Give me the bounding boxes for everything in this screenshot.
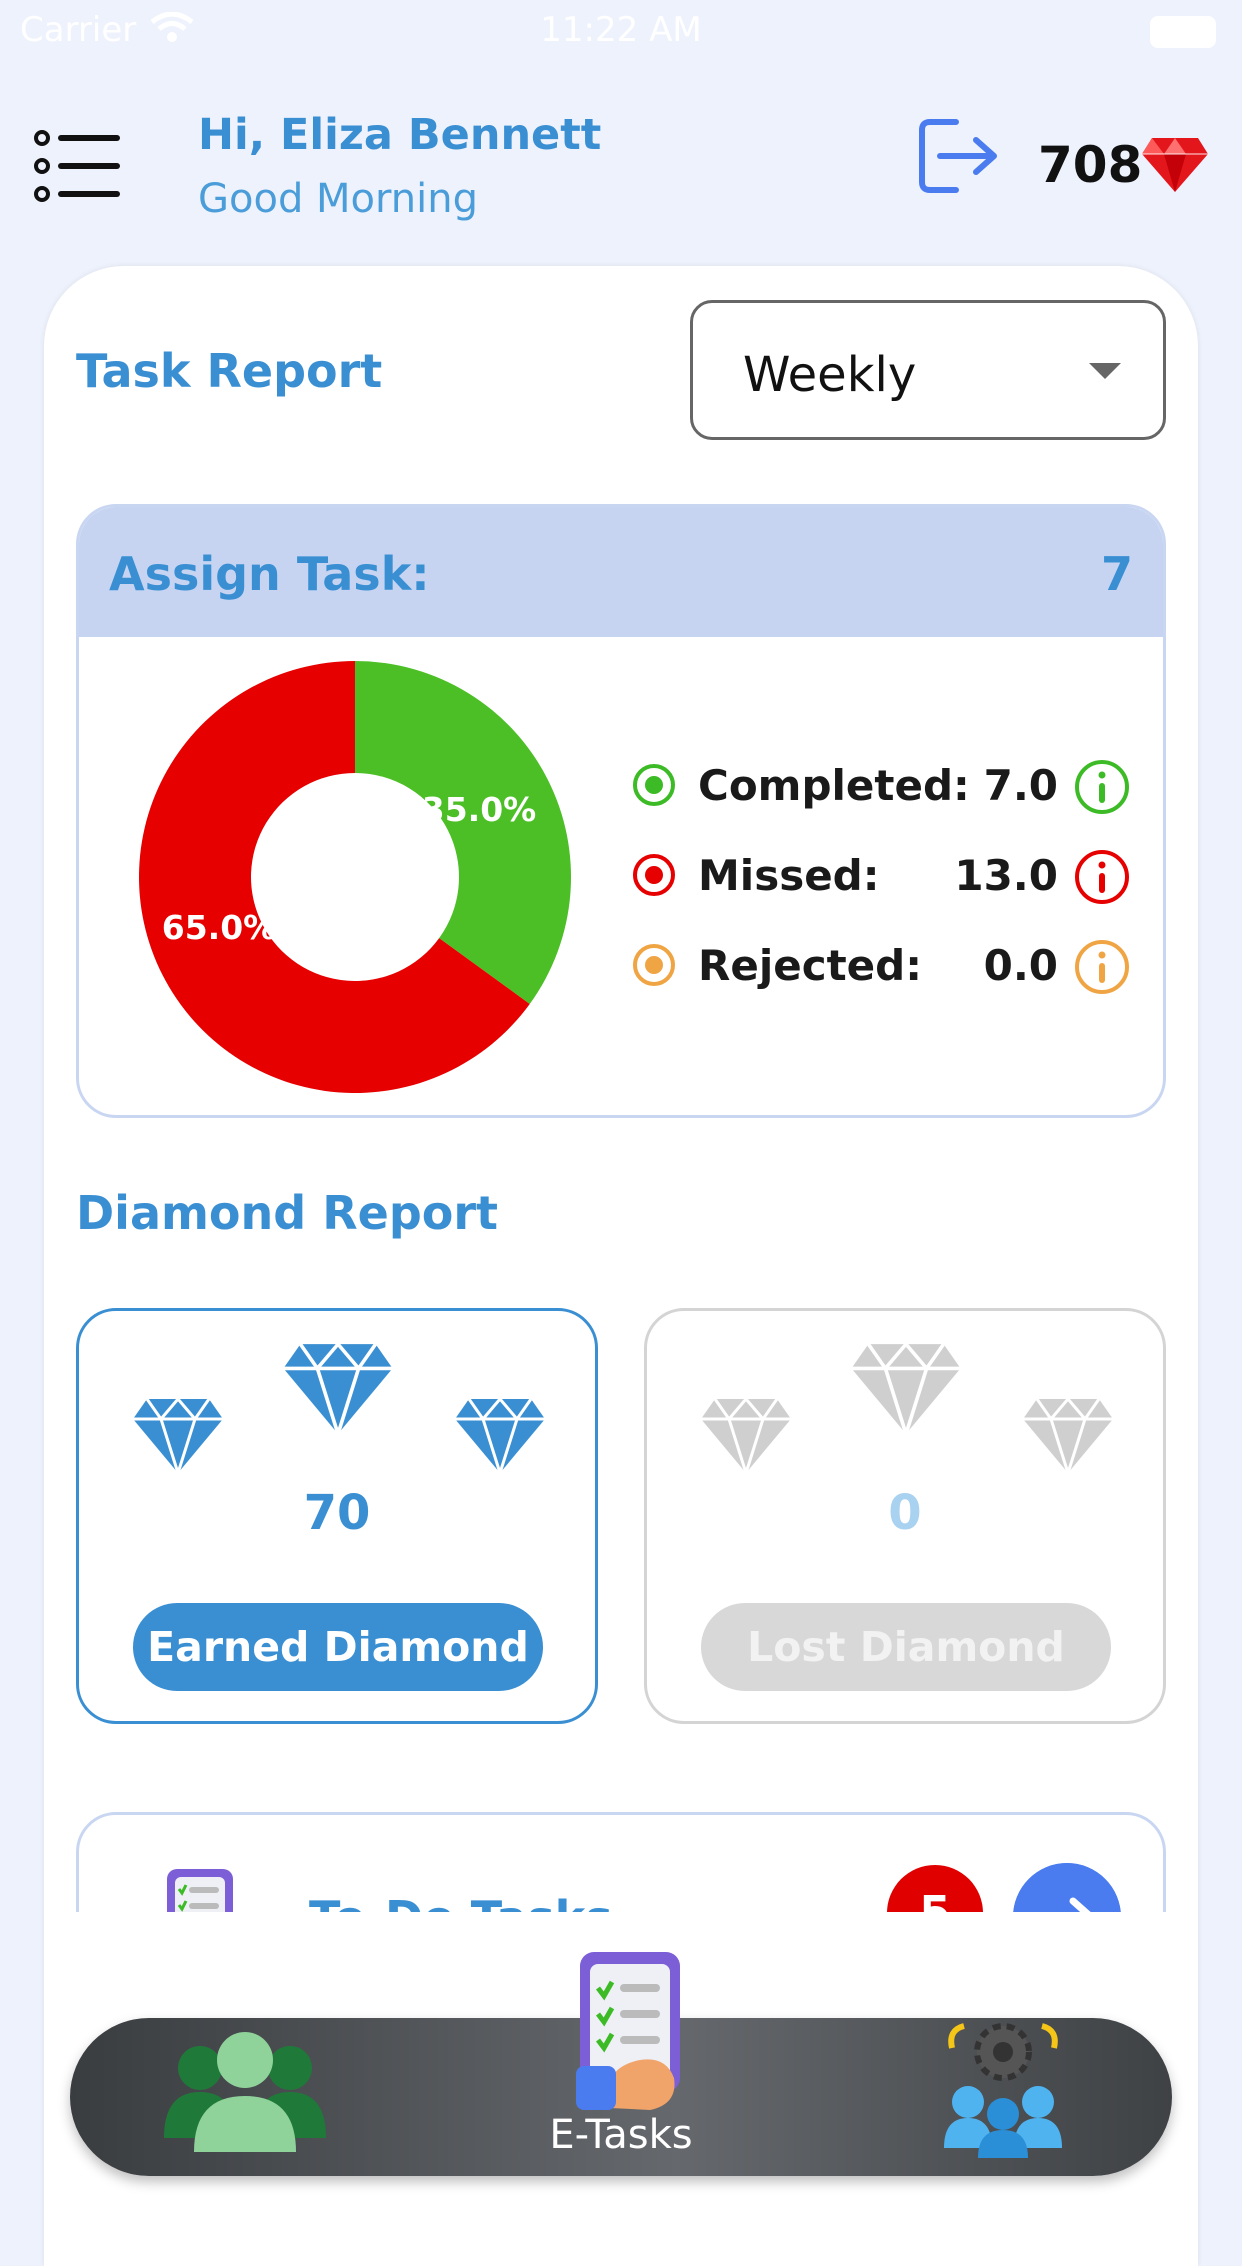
todo-count-badge: 5 bbox=[887, 1865, 983, 1912]
legend-rejected-value: 0.0 bbox=[983, 941, 1058, 990]
diamond-balance: 708 bbox=[1038, 136, 1143, 194]
carrier-label: Carrier bbox=[20, 10, 137, 50]
arrow-right-icon[interactable] bbox=[1013, 1863, 1121, 1912]
radio-missed-icon bbox=[633, 854, 675, 896]
users-group-icon[interactable] bbox=[160, 2028, 330, 2158]
blue-diamond-icon bbox=[455, 1397, 545, 1475]
assign-task-label: Assign Task: bbox=[109, 547, 430, 601]
nav-etasks-label: E-Tasks bbox=[549, 2112, 693, 2158]
legend-completed: Completed: 7.0 bbox=[632, 757, 1152, 817]
lost-diamond-card[interactable]: 0 Lost Diamond bbox=[644, 1308, 1166, 1724]
earned-diamond-card[interactable]: 70 Earned Diamond bbox=[76, 1308, 598, 1724]
legend-completed-value: 7.0 bbox=[983, 761, 1058, 810]
period-dropdown[interactable]: Weekly bbox=[690, 300, 1166, 440]
blue-diamond-icon bbox=[283, 1341, 393, 1437]
gray-diamond-icon bbox=[701, 1397, 791, 1475]
radio-completed-icon bbox=[633, 764, 675, 806]
earned-diamond-count: 70 bbox=[303, 1485, 371, 1541]
greeting-name: Hi, Eliza Bennett bbox=[198, 110, 602, 160]
donut-slice-completed bbox=[355, 661, 571, 1004]
assign-task-card: Assign Task: 7 35.0% 65.0% Completed: 7.0… bbox=[76, 504, 1166, 1118]
e-tasks-icon[interactable] bbox=[570, 1948, 690, 2118]
caret-down-icon bbox=[1089, 363, 1121, 379]
todo-tasks-label: To-Do Tasks bbox=[309, 1891, 613, 1912]
menu-icon[interactable] bbox=[34, 130, 124, 202]
status-bar: Carrier 11:22 AM bbox=[0, 0, 1242, 62]
clock: 11:22 AM bbox=[540, 10, 702, 50]
checklist-icon bbox=[167, 1869, 233, 1912]
todo-tasks-card[interactable]: To-Do Tasks 5 bbox=[76, 1812, 1166, 1912]
legend-missed: Missed: 13.0 bbox=[632, 847, 1152, 907]
radio-rejected-icon bbox=[633, 944, 675, 986]
task-report-title: Task Report bbox=[76, 344, 383, 398]
wifi-icon bbox=[150, 12, 194, 42]
info-completed-icon[interactable] bbox=[1074, 759, 1130, 815]
ruby-diamond-icon bbox=[1142, 138, 1208, 192]
gray-diamond-icon bbox=[851, 1341, 961, 1437]
bottom-nav: E-Tasks bbox=[70, 1952, 1172, 2176]
battery-icon bbox=[1150, 16, 1216, 48]
info-missed-icon[interactable] bbox=[1074, 849, 1130, 905]
team-settings-icon[interactable] bbox=[938, 2018, 1068, 2158]
donut-slice-missed bbox=[139, 661, 530, 1093]
info-rejected-icon[interactable] bbox=[1074, 939, 1130, 995]
assign-task-count: 7 bbox=[1100, 547, 1133, 601]
donut-label-missed: 65.0% bbox=[162, 908, 277, 947]
lost-diamond-button[interactable]: Lost Diamond bbox=[701, 1603, 1111, 1691]
earned-diamond-button[interactable]: Earned Diamond bbox=[133, 1603, 543, 1691]
legend-missed-label: Missed: bbox=[698, 851, 880, 900]
greeting-subtitle: Good Morning bbox=[198, 176, 478, 222]
donut-label-completed: 35.0% bbox=[422, 790, 537, 829]
blue-diamond-icon bbox=[133, 1397, 223, 1475]
lost-diamond-count: 0 bbox=[888, 1485, 922, 1541]
diamond-report-title: Diamond Report bbox=[76, 1186, 499, 1240]
logout-icon[interactable] bbox=[916, 114, 1000, 198]
legend-rejected-label: Rejected: bbox=[698, 941, 923, 990]
legend-missed-value: 13.0 bbox=[954, 851, 1058, 900]
gray-diamond-icon bbox=[1023, 1397, 1113, 1475]
assign-task-header: Assign Task: 7 bbox=[79, 507, 1163, 637]
legend-rejected: Rejected: 0.0 bbox=[632, 937, 1152, 997]
period-dropdown-value: Weekly bbox=[743, 347, 917, 403]
legend-completed-label: Completed: bbox=[698, 761, 970, 810]
task-donut-chart: 35.0% 65.0% bbox=[139, 661, 571, 1093]
todo-card-viewport: To-Do Tasks 5 bbox=[76, 1812, 1166, 1912]
